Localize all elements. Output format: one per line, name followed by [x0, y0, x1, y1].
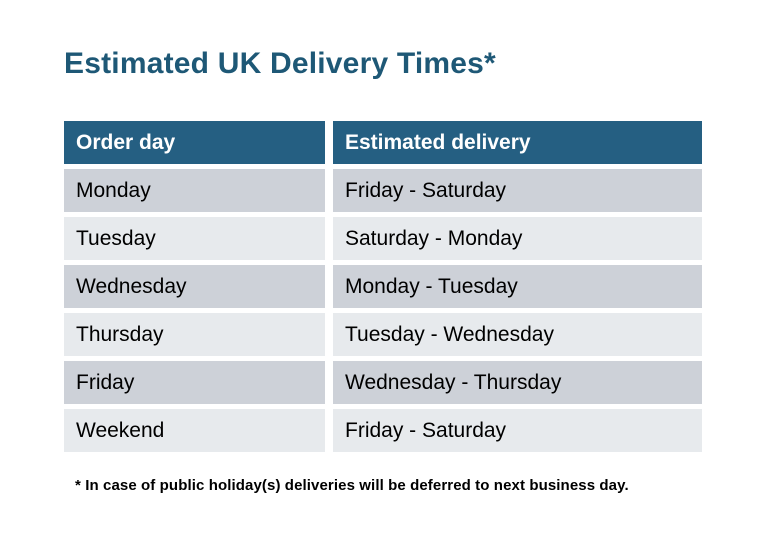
table-row-monday-delivery: Friday - Saturday — [333, 169, 702, 212]
footnote: * In case of public holiday(s) deliverie… — [75, 477, 629, 494]
table-row-friday-order-day: Friday — [64, 361, 325, 404]
table-row-weekend-order-day: Weekend — [64, 409, 325, 452]
delivery-times-table: Order day Estimated delivery Monday Frid… — [64, 121, 702, 452]
table-row-friday-delivery: Wednesday - Thursday — [333, 361, 702, 404]
table-row-wednesday-delivery: Monday - Tuesday — [333, 265, 702, 308]
column-header-order-day: Order day — [64, 121, 325, 164]
column-header-estimated-delivery: Estimated delivery — [333, 121, 702, 164]
table-row-thursday-order-day: Thursday — [64, 313, 325, 356]
table-row-wednesday-order-day: Wednesday — [64, 265, 325, 308]
page-title: Estimated UK Delivery Times* — [64, 47, 496, 80]
table-row-tuesday-order-day: Tuesday — [64, 217, 325, 260]
table-row-thursday-delivery: Tuesday - Wednesday — [333, 313, 702, 356]
table-row-tuesday-delivery: Saturday - Monday — [333, 217, 702, 260]
table-row-weekend-delivery: Friday - Saturday — [333, 409, 702, 452]
table-row-monday-order-day: Monday — [64, 169, 325, 212]
